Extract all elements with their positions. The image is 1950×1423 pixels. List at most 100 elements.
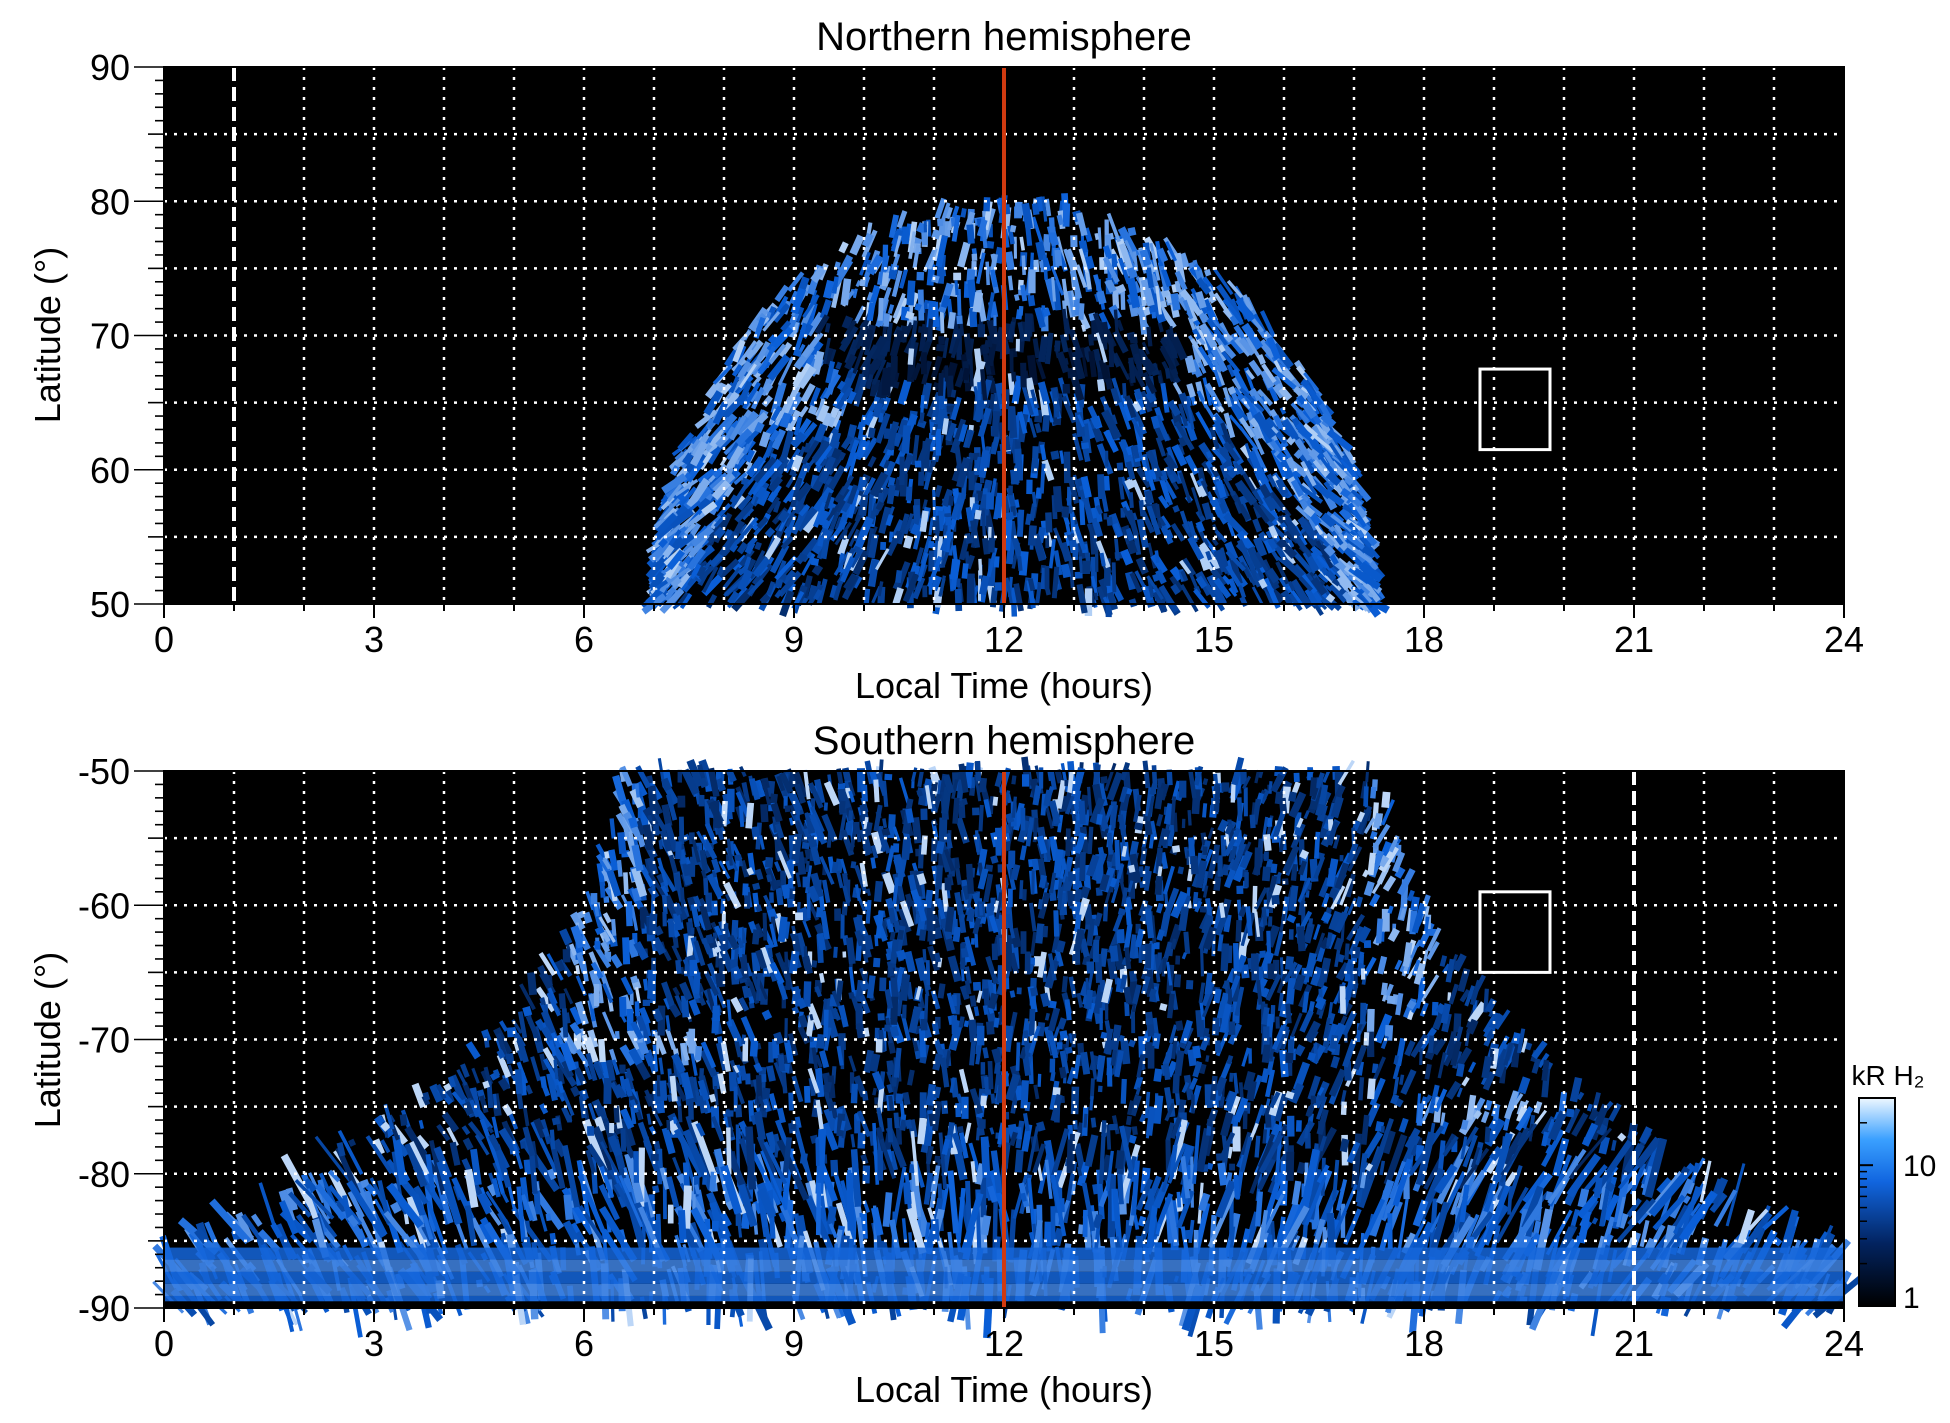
emission-streak [768,343,787,365]
emission-streak [1071,350,1086,380]
emission-streak [1287,585,1304,606]
emission-streak [824,322,831,333]
emission-streak [1190,486,1203,517]
emission-streak [1110,883,1120,904]
emission-streak [891,270,903,298]
emission-streak [1297,516,1317,539]
emission-streak [841,435,854,450]
emission-streak [1072,474,1082,498]
emission-streak [1213,292,1233,319]
emission-streak [793,482,812,502]
emission-streak [870,857,877,869]
emission-streak [1363,880,1375,897]
emission-streak [841,529,848,541]
emission-streak [825,477,833,486]
emission-streak [1303,505,1316,518]
emission-streak [1135,557,1149,575]
emission-streak [1128,598,1138,608]
emission-streak [549,1232,557,1245]
emission-streak [721,383,732,395]
emission-streak [772,302,791,323]
emission-streak [556,1067,565,1085]
emission-streak [449,1074,467,1102]
emission-streak [1158,516,1166,527]
emission-streak [900,306,910,321]
emission-streak [1189,1077,1198,1091]
emission-streak [1274,1093,1288,1122]
emission-streak [905,486,913,501]
emission-streak [807,1003,823,1030]
emission-streak [603,896,610,903]
emission-streak [1187,1049,1197,1067]
emission-streak [1284,956,1295,971]
emission-streak [1252,411,1276,440]
emission-streak [1205,451,1212,459]
emission-streak [986,240,995,249]
emission-streak [1128,1039,1136,1048]
emission-streak [762,311,781,332]
emission-streak [1345,873,1356,898]
emission-streak [934,408,947,431]
emission-streak [1023,329,1032,342]
emission-streak [1195,1009,1205,1038]
emission-streak [859,279,866,287]
emission-streak [1061,506,1070,518]
emission-streak [1114,538,1120,561]
emission-streak [1223,914,1232,933]
emission-streak [1014,1085,1024,1101]
emission-streak [846,390,857,405]
emission-streak [854,439,870,459]
emission-streak [1095,332,1108,363]
emission-streak [1034,422,1042,434]
emission-streak [1181,952,1188,960]
emission-streak [1333,523,1348,542]
emission-streak [1124,571,1137,591]
emission-streak [940,202,951,224]
emission-streak [683,514,702,531]
emission-streak [831,447,842,460]
emission-streak [986,335,993,348]
emission-streak [1321,576,1329,583]
emission-streak [774,589,783,599]
emission-streak [1018,551,1029,576]
emission-streak [1191,328,1202,341]
emission-streak [983,1076,992,1096]
emission-streak [925,1145,934,1165]
emission-streak [1042,414,1051,432]
emission-streak [1120,548,1134,566]
emission-streak [1178,471,1192,504]
emission-streak [1265,567,1280,584]
emission-streak [946,525,951,553]
emission-streak [1017,321,1026,342]
emission-streak [1093,592,1099,601]
emission-streak [770,381,787,415]
emission-streak [1072,527,1081,544]
emission-streak [767,476,783,493]
emission-streak [1122,383,1127,399]
emission-streak [961,563,969,579]
emission-streak [659,829,673,852]
emission-streak [831,452,843,469]
emission-streak [1320,512,1337,529]
x-tick-label: 21 [1614,619,1654,660]
emission-streak [1138,866,1145,878]
emission-streak [967,452,975,463]
emission-streak [587,1029,599,1049]
emission-streak [950,337,961,359]
emission-streak [1522,1041,1533,1051]
emission-streak [704,799,710,826]
emission-streak [1565,1108,1575,1118]
emission-streak [747,578,765,596]
emission-streak [972,292,984,313]
emission-streak [530,1121,560,1176]
emission-streak [946,375,955,398]
emission-streak [1050,265,1065,296]
emission-streak [582,911,593,924]
emission-streak [1143,499,1151,507]
emission-streak [1105,378,1114,390]
emission-streak [1035,487,1043,499]
emission-streak [957,1125,964,1134]
emission-streak [1286,977,1296,1005]
emission-streak [847,484,859,505]
